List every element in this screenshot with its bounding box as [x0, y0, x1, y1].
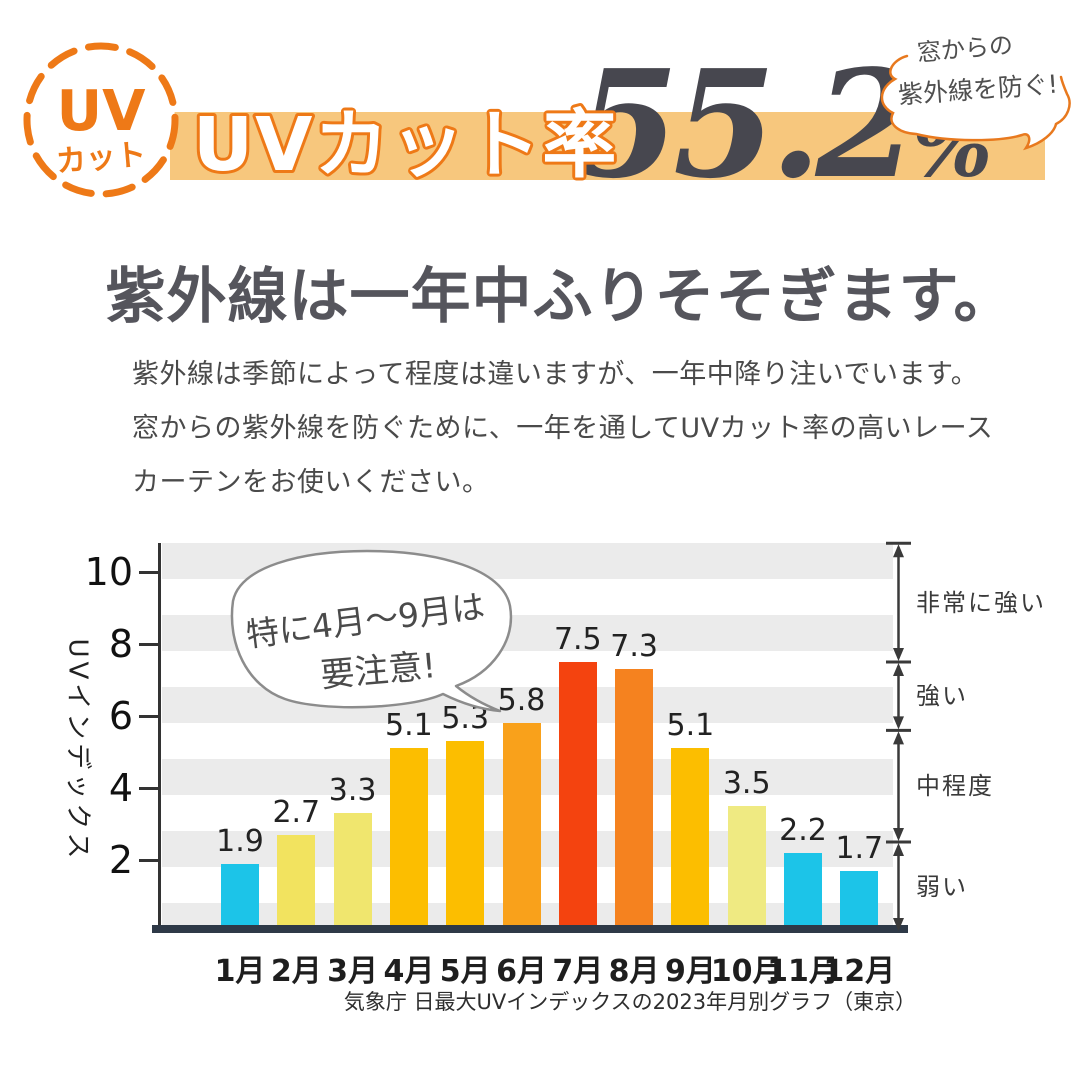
- bar-9月: [671, 748, 710, 932]
- x-axis-label: 8月: [608, 954, 660, 989]
- bar-value-label: 7.5: [553, 622, 602, 657]
- y-tick-label: 2: [108, 838, 133, 882]
- uv-cut-rate-value: 55.2%: [576, 50, 992, 198]
- x-axis-label: 9月: [664, 954, 716, 989]
- y-tick-mark: [139, 858, 159, 862]
- y-tick-mark: [139, 642, 159, 646]
- y-tick-label: 8: [108, 622, 133, 666]
- bar-10月: [727, 806, 766, 932]
- body-line-2: 窓からの紫外線を防ぐために、一年を通してUVカット率の高いレース: [132, 413, 994, 444]
- zone-label: 強い: [916, 682, 968, 711]
- y-axis-line: [158, 543, 161, 932]
- y-tick-label: 4: [108, 766, 133, 810]
- headline: 紫外線は一年中ふりそそぎます。: [105, 262, 1015, 332]
- bar-value-label: 5.1: [385, 708, 433, 744]
- x-axis-label: 1月: [214, 954, 266, 989]
- x-axis-label: 2月: [270, 954, 322, 989]
- y-tick-mark: [139, 786, 159, 790]
- body-paragraph: 紫外線は季節によって程度は違いますが、一年中降り注いでいます。 窓からの紫外線を…: [132, 348, 993, 510]
- value-number: 55.2: [576, 37, 918, 211]
- bar-3月: [333, 813, 372, 932]
- bar-value-label: 2.2: [779, 812, 827, 848]
- bar-1月: [221, 863, 259, 932]
- x-axis-line: [152, 925, 908, 933]
- bar-4月: [389, 748, 428, 932]
- value-unit: %: [912, 97, 993, 196]
- bar-7月: [558, 662, 597, 932]
- chart-caption: 気象庁 日最大UVインデックスの2023年月別グラフ（東京）: [343, 990, 917, 1014]
- y-tick-mark: [139, 570, 159, 574]
- bar-value-label: 7.3: [610, 629, 658, 665]
- bar-12月: [840, 870, 879, 932]
- x-axis-label: 11月: [767, 954, 839, 989]
- bar-value-label: 1.7: [835, 830, 884, 866]
- x-axis-label: 4月: [383, 954, 435, 989]
- y-tick-mark: [139, 714, 159, 718]
- body-line-3: カーテンをお使いください。: [132, 467, 490, 498]
- bar-value-label: 1.9: [216, 823, 264, 859]
- grid-stripe: [162, 543, 893, 579]
- body-line-1: 紫外線は季節によって程度は違いますが、一年中降り注いでいます。: [132, 359, 979, 390]
- zone-label: 中程度: [916, 772, 994, 801]
- bar-5月: [446, 741, 485, 932]
- bar-value-label: 3.5: [722, 766, 771, 801]
- bar-value-label: 5.1: [666, 708, 715, 744]
- x-axis-label: 10月: [710, 954, 783, 989]
- x-axis-label: 12月: [823, 954, 896, 989]
- y-tick-label: 10: [84, 550, 133, 594]
- bar-value-label: 5.8: [497, 683, 546, 719]
- x-axis-label: 7月: [552, 954, 604, 989]
- bar-11月: [784, 852, 822, 932]
- x-axis-label: 3月: [327, 954, 379, 989]
- x-axis-label: 5月: [439, 954, 491, 989]
- bar-6月: [502, 723, 541, 932]
- bar-8月: [615, 669, 654, 932]
- x-axis-label: 6月: [496, 954, 547, 989]
- y-tick-label: 6: [108, 694, 133, 738]
- zone-label: 非常に強い: [916, 588, 1046, 617]
- bar-value-label: 2.7: [272, 794, 321, 830]
- bar-2月: [277, 834, 316, 932]
- bar-value-label: 3.3: [328, 773, 377, 809]
- zone-label: 弱い: [916, 873, 968, 901]
